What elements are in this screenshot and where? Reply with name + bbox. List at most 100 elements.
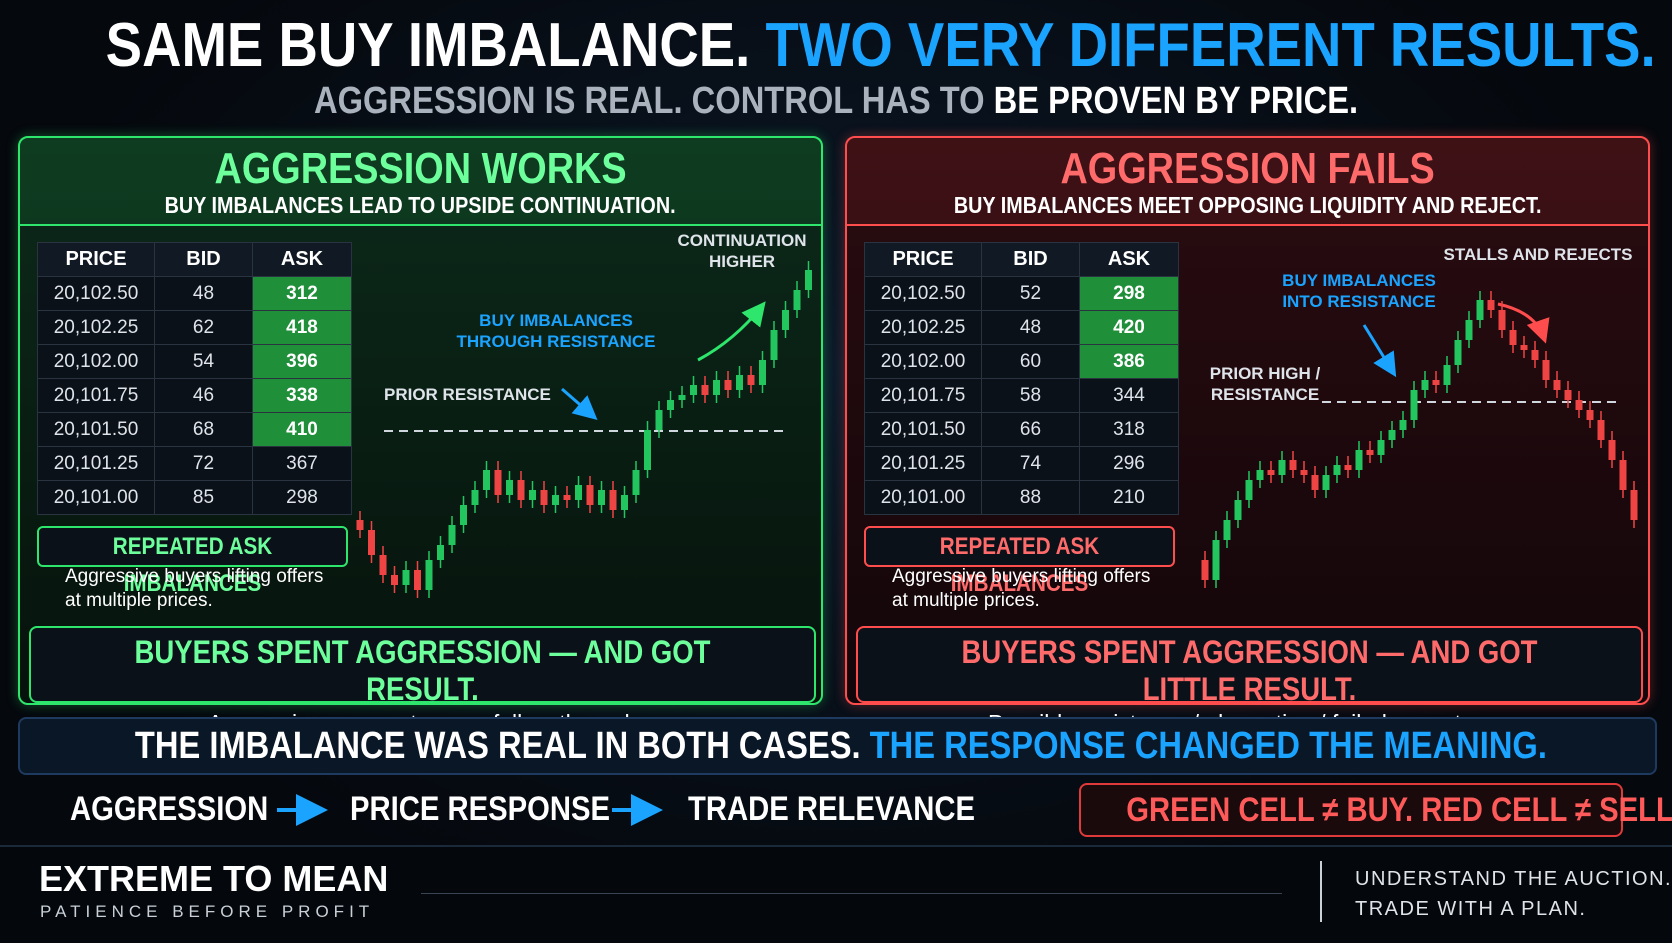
panel: AGGRESSION WORKS BUY IMBALANCES LEAD TO U… <box>18 136 823 736</box>
panel-title: AGGRESSION FAILS <box>847 144 1648 194</box>
warning: GREEN CELL ≠ BUY. RED CELL ≠ SELL. <box>1079 783 1672 837</box>
callout-label: REPEATED ASK IMBALANCES <box>864 526 1175 597</box>
table-cell: 418 <box>252 310 352 345</box>
table-cell: 58 <box>981 378 1080 413</box>
table-row: 20,102.50 48 312 <box>37 276 352 311</box>
table-cell: 20,101.00 <box>864 480 982 515</box>
callout-text: Aggressive buyers lifting offers <box>65 566 324 587</box>
table-cell: 20,101.00 <box>37 480 155 515</box>
table-cell: 396 <box>252 344 352 379</box>
table-row: 20,101.50 68 410 <box>37 412 352 447</box>
table-row: 20,101.25 72 367 <box>37 446 352 481</box>
table-row: 20,102.25 62 418 <box>37 310 352 345</box>
footer-divider <box>1320 861 1322 922</box>
order-table: PRICE BID ASK 20,102.50 48 312 20,102.25 62 418 2… <box>37 242 352 515</box>
result-box: BUYERS SPENT AGGRESSION — AND GOT RESULT… <box>29 626 816 736</box>
warning-text: GREEN CELL ≠ BUY. RED CELL ≠ SELL. <box>1126 791 1672 829</box>
callout-text: at multiple prices. <box>65 590 213 611</box>
table-cell: 62 <box>154 310 253 345</box>
table-row: 20,102.00 54 396 <box>37 344 352 379</box>
table-row: 20,101.00 85 298 <box>37 480 352 515</box>
table-cell: 20,101.25 <box>37 446 155 481</box>
result-title-text: BUYERS SPENT AGGRESSION — AND GOT RESULT… <box>134 634 711 707</box>
table-cell: 20,102.25 <box>37 310 155 345</box>
subtitle-part: AGGRESSION IS REAL. CONTROL HAS TO <box>313 80 985 122</box>
table-cell: 20,102.50 <box>864 276 982 311</box>
result-title-text: BUYERS SPENT AGGRESSION — AND GOT LITTLE… <box>961 634 1538 707</box>
panel: AGGRESSION FAILS BUY IMBALANCES MEET OPPO… <box>845 136 1650 736</box>
callout-label-text: REPEATED ASK IMBALANCES <box>112 533 273 597</box>
table-cell: 68 <box>154 412 253 447</box>
table-cell: 20,102.00 <box>864 344 982 379</box>
column-header: ASK <box>1079 242 1179 277</box>
table-cell: 20,101.25 <box>864 446 982 481</box>
brand: EXTREME TO MEAN <box>39 858 389 899</box>
panel-subtitle-text: BUY IMBALANCES MEET OPPOSING LIQUIDITY A… <box>953 192 1542 218</box>
panel-title-text: AGGRESSION FAILS <box>1060 144 1435 193</box>
table-cell: 298 <box>1079 276 1179 311</box>
table-cell: 72 <box>154 446 253 481</box>
footer <box>0 845 1672 943</box>
table-cell: 20,101.50 <box>37 412 155 447</box>
table-cell: 46 <box>154 378 253 413</box>
table-cell: 344 <box>1079 378 1179 413</box>
table-cell: 20,102.50 <box>37 276 155 311</box>
table-cell: 20,101.75 <box>37 378 155 413</box>
flow-step: TRADE RELEVANCE <box>688 790 976 828</box>
table-cell: 367 <box>252 446 352 481</box>
table-row: 20,101.25 74 296 <box>864 446 1179 481</box>
callout-text: Aggressive buyers lifting offers <box>892 566 1151 587</box>
table-cell: 386 <box>1079 344 1179 379</box>
table-row: 20,101.75 46 338 <box>37 378 352 413</box>
tagline: PATIENCE BEFORE PROFIT <box>40 902 375 921</box>
panel-header <box>20 138 821 226</box>
panel-header <box>847 138 1648 226</box>
footer-rule <box>421 893 1282 894</box>
callout-label: REPEATED ASK IMBALANCES <box>37 526 348 597</box>
table-cell: 54 <box>154 344 253 379</box>
table-cell: 20,101.75 <box>864 378 982 413</box>
panel-subtitle: BUY IMBALANCES MEET OPPOSING LIQUIDITY A… <box>847 192 1648 219</box>
table-cell: 88 <box>981 480 1080 515</box>
column-header: BID <box>981 242 1080 277</box>
table-cell: 312 <box>252 276 352 311</box>
panel-subtitle-text: BUY IMBALANCES LEAD TO UPSIDE CONTINUATI… <box>164 192 676 218</box>
subtitle: AGGRESSION IS REAL. CONTROL HAS TO BE PR… <box>0 80 1672 123</box>
panel-subtitle: BUY IMBALANCES LEAD TO UPSIDE CONTINUATI… <box>20 192 821 219</box>
table-row: 20,102.50 52 298 <box>864 276 1179 311</box>
result-title: BUYERS SPENT AGGRESSION — AND GOT LITTLE… <box>858 634 1641 708</box>
table-cell: 20,102.25 <box>864 310 982 345</box>
table-row: 20,102.25 48 420 <box>864 310 1179 345</box>
table-cell: 410 <box>252 412 352 447</box>
table-cell: 20,101.50 <box>864 412 982 447</box>
table-cell: 20,102.00 <box>37 344 155 379</box>
table-cell: 48 <box>981 310 1080 345</box>
table-row: 20,101.00 88 210 <box>864 480 1179 515</box>
title-part: TWO VERY DIFFERENT RESULTS. <box>765 11 1656 80</box>
table-cell: 296 <box>1079 446 1179 481</box>
column-header: PRICE <box>864 242 982 277</box>
banner: THE IMBALANCE WAS REAL IN BOTH CASES. TH… <box>18 717 1657 775</box>
table-row: 20,101.75 58 344 <box>864 378 1179 413</box>
table-row: 20,102.00 60 386 <box>864 344 1179 379</box>
banner-part: THE IMBALANCE WAS REAL IN BOTH CASES. <box>134 725 861 767</box>
table-cell: 298 <box>252 480 352 515</box>
subtitle-part: BE PROVEN BY PRICE. <box>993 80 1359 122</box>
column-header: BID <box>154 242 253 277</box>
callout-text: at multiple prices. <box>892 590 1040 611</box>
result-title: BUYERS SPENT AGGRESSION — AND GOT RESULT… <box>31 634 814 708</box>
title-part: SAME BUY IMBALANCE. <box>105 11 751 80</box>
order-table: PRICE BID ASK 20,102.50 52 298 20,102.25 48 420 2… <box>864 242 1179 515</box>
motto: UNDERSTAND THE AUCTION. <box>1355 868 1672 890</box>
banner-part: THE RESPONSE CHANGED THE MEANING. <box>869 725 1547 767</box>
panel-title-text: AGGRESSION WORKS <box>214 144 627 193</box>
table-cell: 52 <box>981 276 1080 311</box>
motto: TRADE WITH A PLAN. <box>1355 898 1587 920</box>
flow-step: PRICE RESPONSE <box>350 790 610 828</box>
table-cell: 338 <box>252 378 352 413</box>
table-cell: 420 <box>1079 310 1179 345</box>
table-cell: 85 <box>154 480 253 515</box>
table-cell: 66 <box>981 412 1080 447</box>
table-cell: 60 <box>981 344 1080 379</box>
